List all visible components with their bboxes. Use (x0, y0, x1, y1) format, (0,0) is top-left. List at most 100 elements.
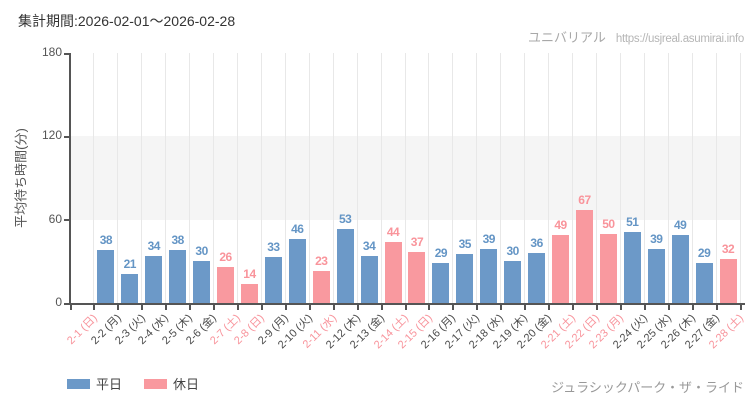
legend-holiday-label: 休日 (173, 377, 200, 392)
y-axis-tick (64, 302, 70, 305)
vertical-gridline (380, 53, 382, 303)
bar-value-2-14: 44 (386, 224, 400, 239)
bar-value-2-4: 34 (147, 238, 161, 253)
bar-value-2-6: 30 (195, 244, 208, 259)
site-name: ユニバリアル (528, 30, 606, 45)
vertical-gridline (165, 53, 167, 303)
bar-2-16 (432, 262, 450, 303)
bar-2-24 (623, 232, 641, 303)
y-axis-line (69, 53, 71, 305)
x-axis-tick (524, 305, 527, 310)
y-axis-tick (64, 135, 70, 138)
x-axis-tick (69, 305, 72, 310)
bar-value-2-15: 37 (410, 234, 424, 249)
x-axis-tick (476, 305, 479, 310)
bar-value-2-26: 49 (673, 217, 687, 232)
vertical-gridline (595, 53, 597, 303)
bar-value-2-7: 26 (219, 249, 232, 264)
x-axis-tick (117, 305, 120, 310)
bar-2-19 (504, 261, 522, 303)
x-axis-tick (715, 305, 718, 310)
bar-2-3 (121, 273, 139, 303)
vertical-gridline (500, 53, 502, 303)
vertical-gridline (260, 53, 262, 303)
bar-value-2-17: 35 (458, 237, 472, 252)
x-axis-tick (189, 305, 192, 310)
bar-value-2-22: 67 (578, 192, 591, 207)
bar-value-2-5: 38 (171, 233, 184, 248)
y-axis-tick (64, 219, 70, 222)
bar-2-17 (456, 254, 474, 303)
vertical-gridline (213, 53, 215, 303)
x-axis-tick (237, 305, 239, 310)
bar-2-11 (312, 271, 330, 303)
x-axis-tick (595, 305, 598, 310)
site-url: https://usjreal.asumirai.info (615, 33, 744, 45)
y-tick-label: 120 (41, 128, 62, 143)
vertical-gridline (189, 53, 191, 303)
vertical-gridline (356, 53, 358, 303)
x-axis-tick (572, 305, 574, 310)
vertical-gridline (284, 53, 286, 303)
vertical-gridline (739, 53, 741, 303)
vertical-gridline (715, 53, 717, 303)
vertical-gridline (404, 53, 406, 303)
vertical-gridline (524, 53, 526, 303)
x-axis-tick (93, 305, 96, 310)
bar-value-2-19: 30 (506, 244, 519, 259)
x-axis-tick (691, 305, 694, 310)
bar-value-2-9: 33 (267, 240, 280, 255)
bar-2-23 (599, 233, 617, 303)
vertical-gridline (237, 53, 238, 303)
x-axis-tick (452, 305, 455, 310)
site-attribution: ユニバリアル https://usjreal.asumirai.info (528, 27, 744, 46)
aggregation-period-label: 集計期間:2026-02-01〜2026-02-28 (18, 13, 236, 29)
x-axis-tick (428, 305, 431, 310)
x-axis-tick (380, 305, 383, 310)
bar-2-5 (169, 250, 187, 303)
vertical-gridline (141, 53, 143, 303)
y-tick-label: 60 (48, 211, 62, 226)
legend-weekday-label: 平日 (96, 377, 123, 392)
bar-2-14 (384, 241, 402, 303)
vertical-gridline (691, 53, 693, 303)
bar-2-15 (408, 251, 426, 303)
bar-2-20 (528, 253, 546, 303)
bar-value-2-13: 34 (362, 238, 376, 253)
bar-2-6 (193, 261, 211, 303)
bar-2-28 (719, 258, 737, 303)
y-axis-tick (64, 52, 70, 55)
bar-2-4 (145, 255, 163, 303)
bar-value-2-28: 32 (721, 241, 735, 256)
vertical-gridline (452, 53, 454, 303)
bar-value-2-20: 36 (530, 236, 543, 250)
x-axis-tick (739, 305, 742, 310)
x-axis-tick (165, 305, 168, 310)
bar-2-18 (480, 248, 498, 303)
bar-2-13 (360, 255, 378, 303)
vertical-gridline (93, 53, 95, 303)
x-axis-tick (260, 305, 263, 310)
x-axis-tick (213, 305, 216, 310)
x-axis-tick (667, 305, 670, 310)
x-axis-tick (141, 305, 144, 310)
bar-value-2-8: 14 (243, 266, 256, 281)
bar-2-2 (97, 250, 115, 303)
bar-2-10 (288, 239, 306, 303)
x-axis-line (69, 303, 745, 305)
bar-value-2-24: 51 (626, 215, 639, 230)
legend-holiday-swatch (144, 378, 168, 389)
bar-2-12 (336, 229, 354, 303)
x-axis-tick (619, 305, 622, 310)
bar-value-2-10: 46 (291, 222, 304, 237)
bar-2-8 (240, 283, 258, 303)
bar-value-2-16: 29 (434, 245, 448, 260)
x-axis-tick (284, 305, 287, 310)
vertical-gridline (643, 53, 645, 303)
vertical-gridline (117, 53, 119, 303)
legend: 平日 休日 (67, 374, 221, 393)
bar-2-21 (552, 234, 570, 303)
x-axis-tick (548, 305, 551, 310)
vertical-gridline (476, 53, 478, 303)
